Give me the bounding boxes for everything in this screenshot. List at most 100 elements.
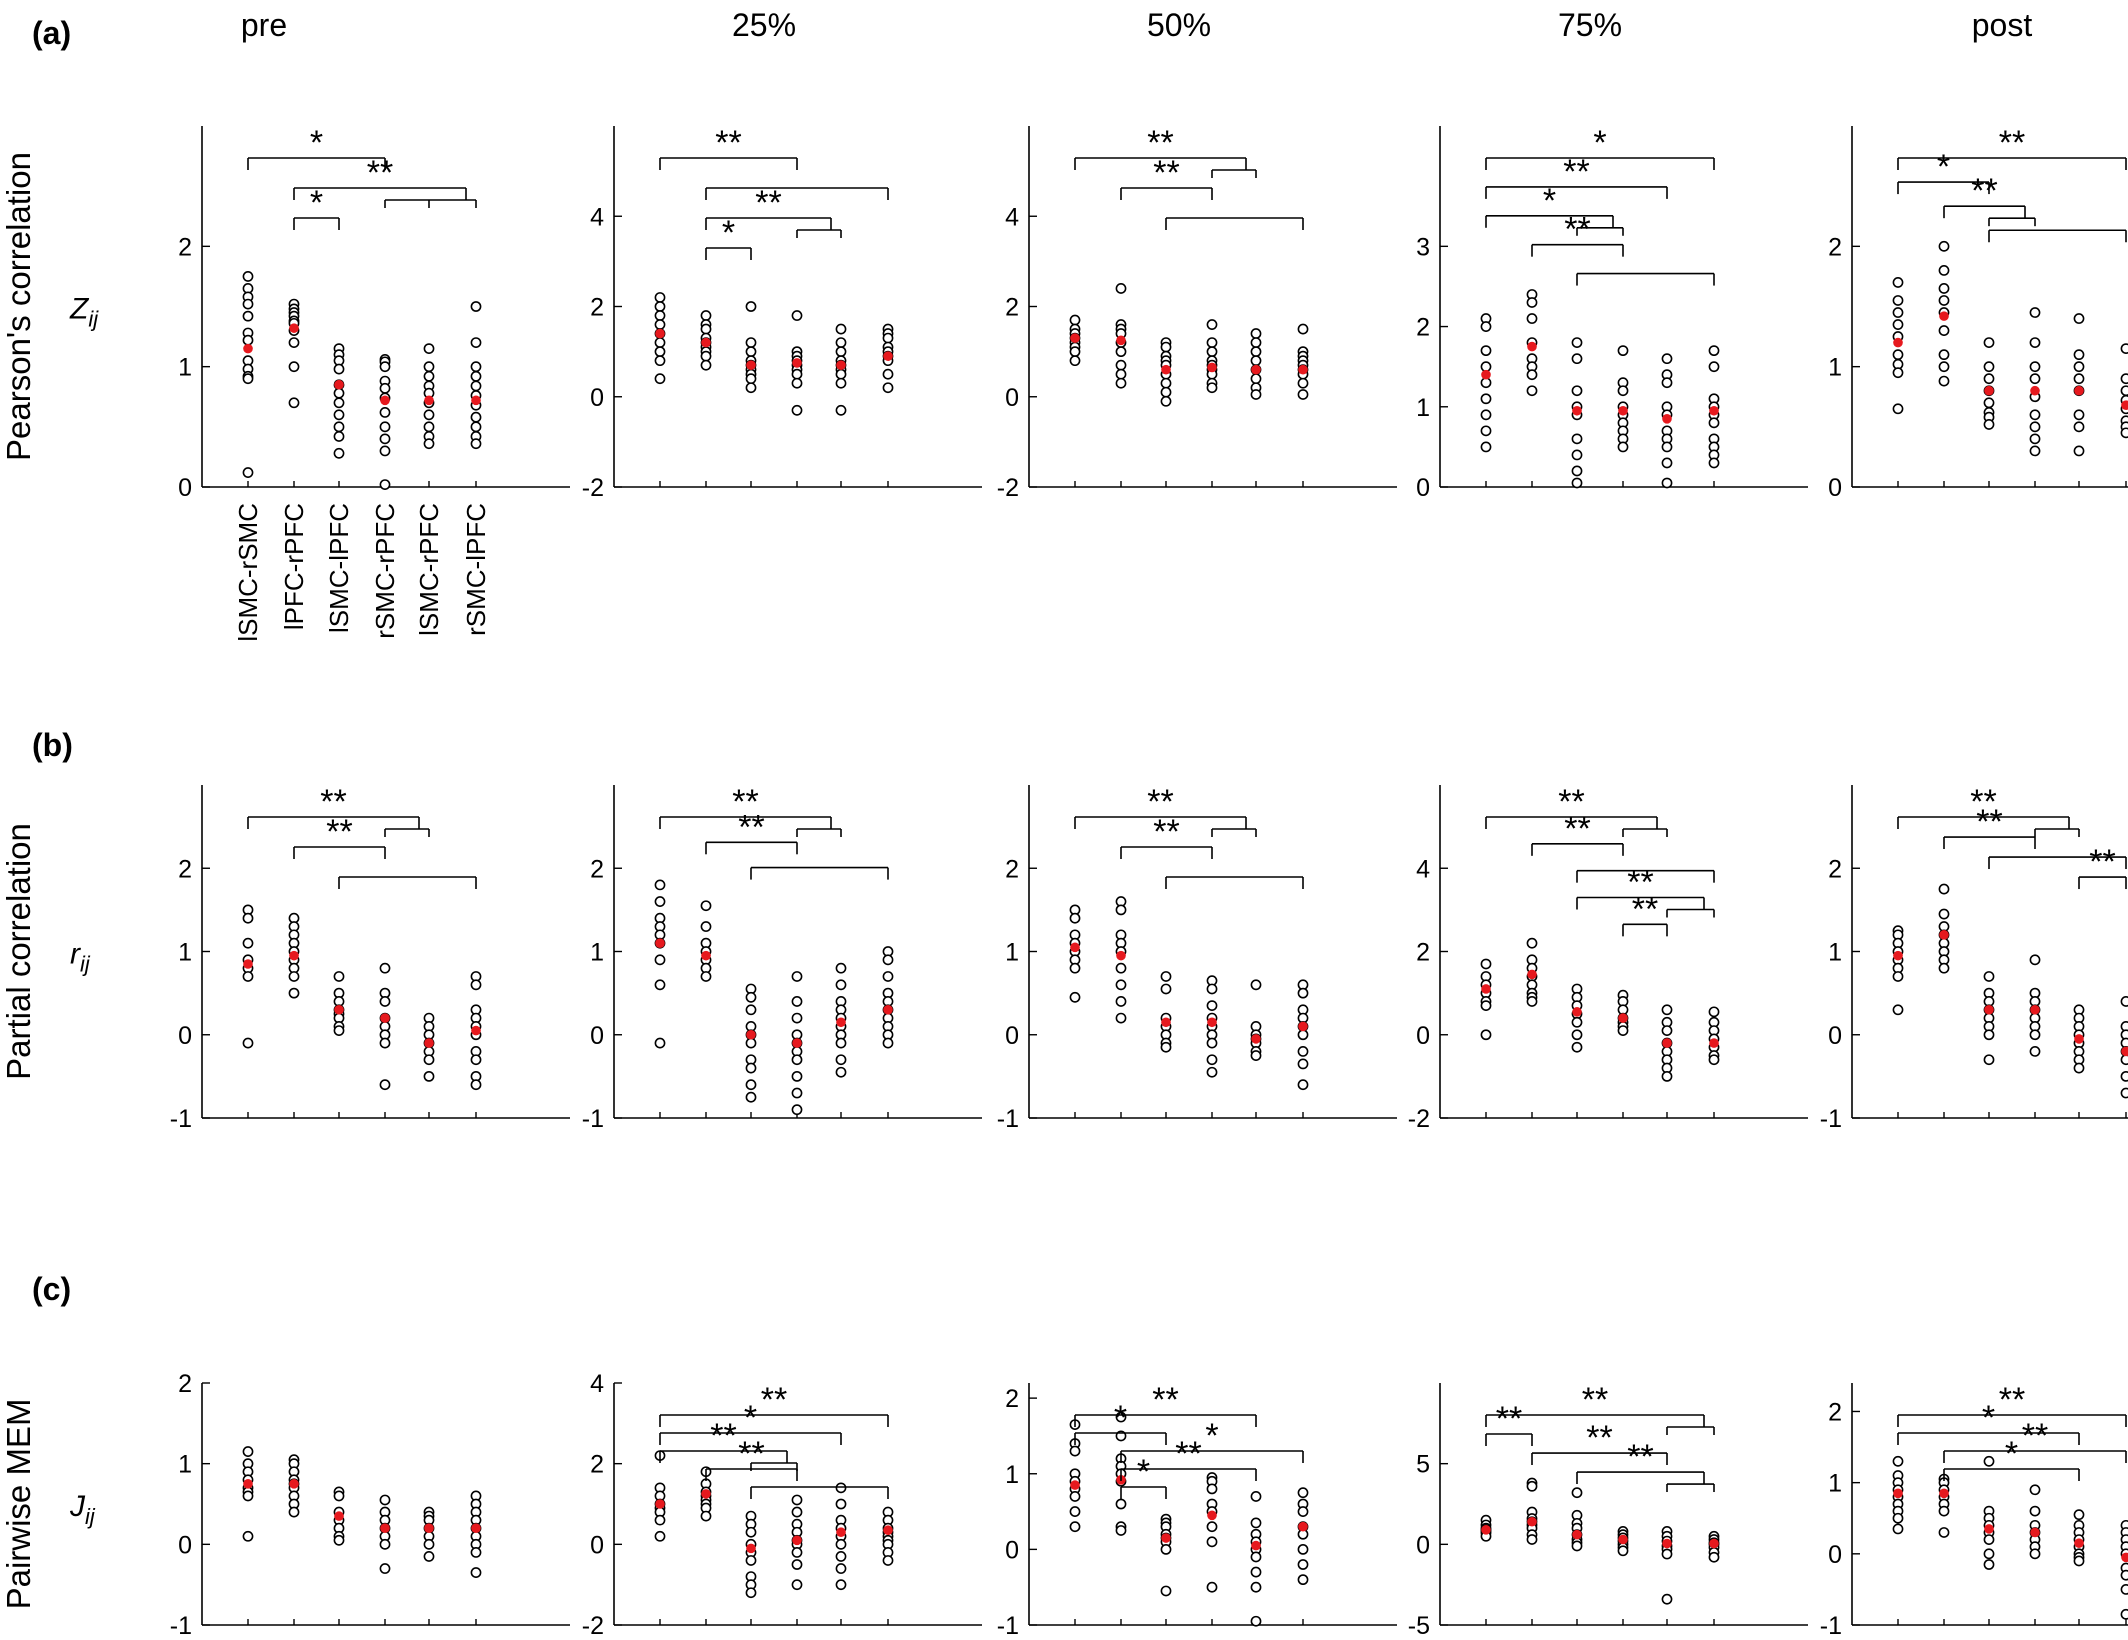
data-point [835,962,847,974]
mean-point [1070,942,1080,953]
data-point [2029,409,2041,421]
y-tick-label: 1 [590,939,604,967]
mean-point [1893,950,1903,961]
mean-point [243,959,253,969]
data-point [791,1494,803,1506]
mean-point [1207,1510,1217,1521]
y-tick-label: -1 [1820,1105,1842,1133]
data-point [1526,996,1538,1007]
row-title: Pearson's correlation [0,152,37,461]
data-point [1983,361,1995,373]
data-point [2073,1509,2085,1521]
data-point [2029,1505,2041,1517]
data-point [1938,240,1950,252]
mean-point [655,1499,665,1509]
data-point [1708,1006,1720,1018]
data-point [333,387,345,399]
mean-point [471,1025,481,1036]
data-point [1892,1455,1904,1467]
mean-point [2121,400,2128,410]
data-point [1160,1041,1172,1053]
y-tick-label: 0 [1828,1022,1842,1050]
data-point [1938,1527,1950,1538]
data-point [1206,1054,1218,1066]
significance-label: * [1543,182,1556,220]
data-point [1617,1545,1629,1557]
mean-point [243,1479,253,1489]
y-tick-label: 2 [1005,294,1019,322]
y-tick-label: 2 [590,855,604,883]
mean-point [380,395,390,406]
significance-label: ** [1999,1381,2025,1419]
data-point [1206,1037,1218,1049]
significance-label: * [1982,1399,1995,1437]
data-point [1571,353,1583,365]
y-tick-label: 0 [1005,1022,1019,1050]
data-point [1571,1041,1583,1053]
data-point [745,337,757,348]
data-point [1250,1615,1262,1627]
data-point [1480,1000,1492,1012]
y-tick-label: -1 [997,1105,1019,1133]
data-point [1297,1487,1309,1499]
mean-point [1527,969,1537,980]
mean-point [1161,1017,1171,1028]
data-point [835,1066,847,1078]
data-point [1250,389,1262,400]
data-point [1938,361,1950,373]
significance-label: ** [1971,172,1997,210]
data-point [1983,1455,1995,1467]
data-point [1297,377,1309,389]
y-tick-label: 1 [1828,939,1842,967]
data-point [1526,297,1538,308]
mean-point [1618,405,1628,416]
data-point [1206,983,1218,995]
data-point [470,979,482,991]
column-title-2: 50% [1147,7,1211,43]
data-point [2120,1569,2128,1581]
data-point [423,361,435,373]
data-point [1661,377,1673,389]
data-point [882,1555,894,1566]
y-tick-label: -1 [170,1105,192,1133]
data-point [1480,361,1492,373]
significance-label: ** [732,783,758,821]
mean-point [1984,1524,1994,1534]
mean-point [380,1523,390,1533]
data-point [1115,368,1127,380]
data-point [1661,1025,1673,1036]
y-tick-label: 4 [1416,855,1430,883]
data-point [1115,904,1127,916]
data-point [2073,1555,2085,1567]
significance-label: ** [738,1435,764,1473]
mean-point [1984,1004,1994,1015]
data-point [700,1510,712,1522]
data-point [1892,277,1904,288]
data-point [470,337,482,348]
data-point [1983,1054,1995,1066]
y-tick-label: 1 [178,1451,192,1479]
data-point [2029,373,2041,385]
data-point [700,310,712,321]
data-point [1661,1548,1673,1560]
significance-label: ** [320,783,346,821]
data-point [1983,971,1995,982]
data-point [1526,369,1538,381]
y-tick-label: 4 [590,1370,604,1398]
data-point [745,346,757,358]
data-point [791,377,803,389]
data-point [1892,349,1904,361]
y-tick-label: 2 [590,1451,604,1479]
data-point [1206,1581,1218,1593]
y-tick-label: 1 [1828,354,1842,382]
mean-point [1662,414,1672,424]
y-tick-label: 0 [1416,1531,1430,1559]
mean-point [2030,1004,2040,1015]
data-point [470,301,482,312]
data-point [1983,1029,1995,1041]
data-point [1661,1004,1673,1016]
data-point [1069,314,1081,326]
mean-point [883,1004,893,1015]
data-point [700,971,712,982]
